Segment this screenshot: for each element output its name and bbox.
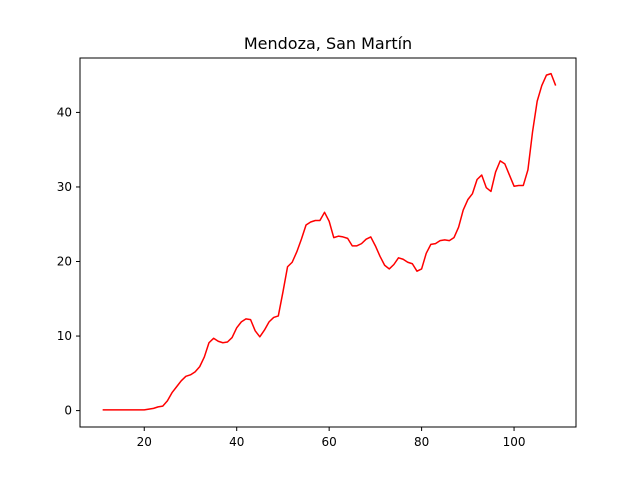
y-axis: 0 10 20 30 40 <box>57 105 80 418</box>
plot-frame <box>79 57 577 428</box>
y-tick-label: 0 <box>64 404 72 418</box>
y-tick-label: 20 <box>57 255 72 269</box>
x-tick-label: 20 <box>137 435 152 449</box>
series-group <box>102 72 557 411</box>
series-line <box>102 72 557 411</box>
y-tick-label: 40 <box>57 105 72 119</box>
y-tick-label: 30 <box>57 180 72 194</box>
chart-title: Mendoza, San Martín <box>244 34 412 53</box>
x-tick-label: 100 <box>503 435 526 449</box>
y-tick-label: 10 <box>57 329 72 343</box>
x-tick-label: 80 <box>414 435 429 449</box>
x-tick-label: 60 <box>322 435 337 449</box>
x-tick-label: 40 <box>229 435 244 449</box>
x-axis: 20 40 60 80 100 <box>137 427 526 449</box>
